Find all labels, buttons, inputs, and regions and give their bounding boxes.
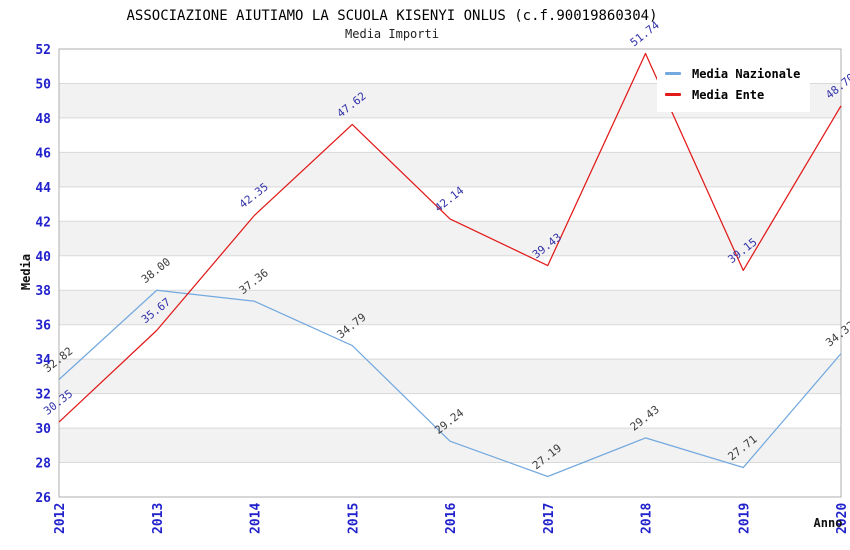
y-tick-label: 42 [35, 215, 51, 230]
legend-item-media-nazionale: Media Nazionale [665, 63, 800, 84]
point-value-label: 38.00 [139, 255, 173, 286]
legend-item-media-ente: Media Ente [665, 84, 800, 105]
y-tick-label: 52 [35, 43, 51, 58]
y-tick-label: 32 [35, 388, 51, 403]
point-value-label: 42.14 [432, 184, 466, 215]
y-tick-label: 30 [35, 422, 51, 437]
plot-border [58, 48, 842, 498]
x-tick-label: 2016 [444, 503, 459, 534]
y-tick-label: 34 [35, 353, 51, 368]
x-tick-label: 2012 [53, 503, 68, 534]
x-tick-label: 2020 [835, 503, 850, 534]
y-tick-label: 46 [35, 146, 51, 161]
y-axis-title: Media [19, 254, 33, 290]
y-tick-label: 50 [35, 77, 51, 92]
y-tick-label: 48 [35, 112, 51, 127]
band [59, 428, 841, 463]
x-tick-label: 2015 [346, 503, 361, 534]
y-tick-label: 40 [35, 250, 51, 265]
y-tick-label: 28 [35, 457, 51, 472]
media-nazionale-line-marker-icon [665, 72, 681, 75]
y-tick-label: 44 [35, 181, 51, 196]
legend-label: Media Ente [692, 87, 765, 102]
band [59, 221, 841, 256]
x-tick-label: 2018 [640, 503, 655, 534]
chart-title: ASSOCIAZIONE AIUTIAMO LA SCUOLA KISENYI … [126, 8, 658, 24]
series-line-media-nazionale [58, 289, 842, 478]
band [59, 359, 841, 394]
media-ente-line-marker-icon [665, 93, 681, 96]
legend: Media Nazionale Media Ente [657, 56, 811, 112]
series-line-media-ente [58, 52, 842, 423]
legend-label: Media Nazionale [692, 66, 801, 81]
band [59, 290, 841, 325]
y-tick-label: 36 [35, 319, 51, 334]
x-tick-label: 2014 [249, 503, 264, 534]
band [59, 152, 841, 187]
y-tick-label: 38 [35, 284, 51, 299]
x-tick-label: 2013 [151, 503, 166, 534]
point-value-label: 51.74 [628, 18, 662, 49]
x-tick-label: 2017 [542, 503, 557, 534]
y-tick-label: 26 [35, 491, 51, 506]
x-axis-title: Anno [814, 516, 843, 530]
chart-subtitle: Media Importi [345, 27, 439, 41]
x-tick-label: 2019 [737, 503, 752, 534]
